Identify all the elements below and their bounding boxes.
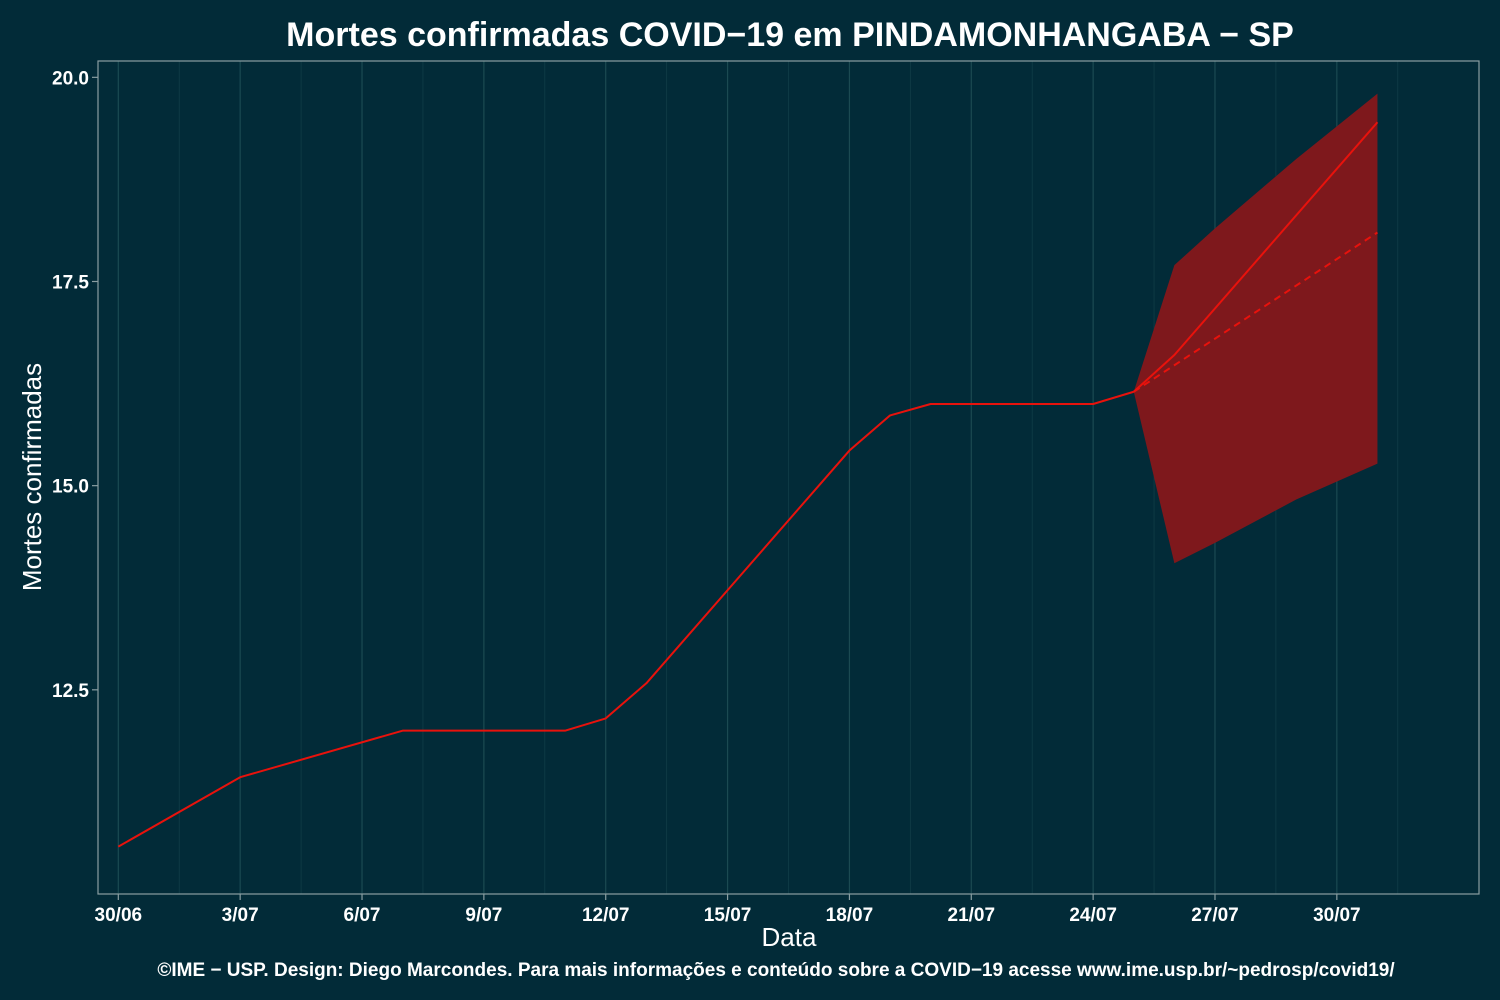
grid-lines xyxy=(117,61,1399,894)
x-tick-label: 6/07 xyxy=(344,905,381,926)
x-tick-label: 21/07 xyxy=(948,905,996,926)
x-tick-label: 27/07 xyxy=(1191,905,1239,926)
prediction-band xyxy=(1133,93,1378,564)
series-lines xyxy=(117,121,1379,848)
series-line-dashed xyxy=(1133,231,1379,393)
series-line xyxy=(1133,121,1379,393)
x-axis-title: Data xyxy=(762,922,817,952)
y-tick-label: 15.0 xyxy=(52,477,89,498)
x-tick-label: 30/06 xyxy=(95,905,143,926)
x-tick-label: 18/07 xyxy=(826,905,874,926)
prediction-interval xyxy=(1133,93,1378,564)
x-tick-label: 24/07 xyxy=(1069,905,1117,926)
y-axis: 12.5 15.0 17.5 20.0 xyxy=(52,68,98,702)
chart-title: Mortes confirmadas COVID−19 em PINDAMONH… xyxy=(286,16,1294,54)
y-axis-title: Mortes confirmadas xyxy=(17,363,47,591)
y-tick-label: 12.5 xyxy=(52,681,89,702)
caption: ©IME − USP. Design: Diego Marcondes. Par… xyxy=(157,960,1395,981)
y-tick-label: 20.0 xyxy=(52,68,89,89)
x-tick-label: 12/07 xyxy=(582,905,630,926)
x-tick-label: 9/07 xyxy=(465,905,502,926)
plot-panel-border xyxy=(97,60,1480,895)
x-tick-label: 15/07 xyxy=(704,905,752,926)
x-tick-label: 3/07 xyxy=(222,905,259,926)
y-tick-label: 17.5 xyxy=(52,273,89,294)
x-axis: 30/06 3/07 6/07 9/07 12/07 15/07 18/07 21/07 24/… xyxy=(95,894,1361,926)
series-line xyxy=(117,390,1135,848)
x-tick-label: 30/07 xyxy=(1313,905,1361,926)
